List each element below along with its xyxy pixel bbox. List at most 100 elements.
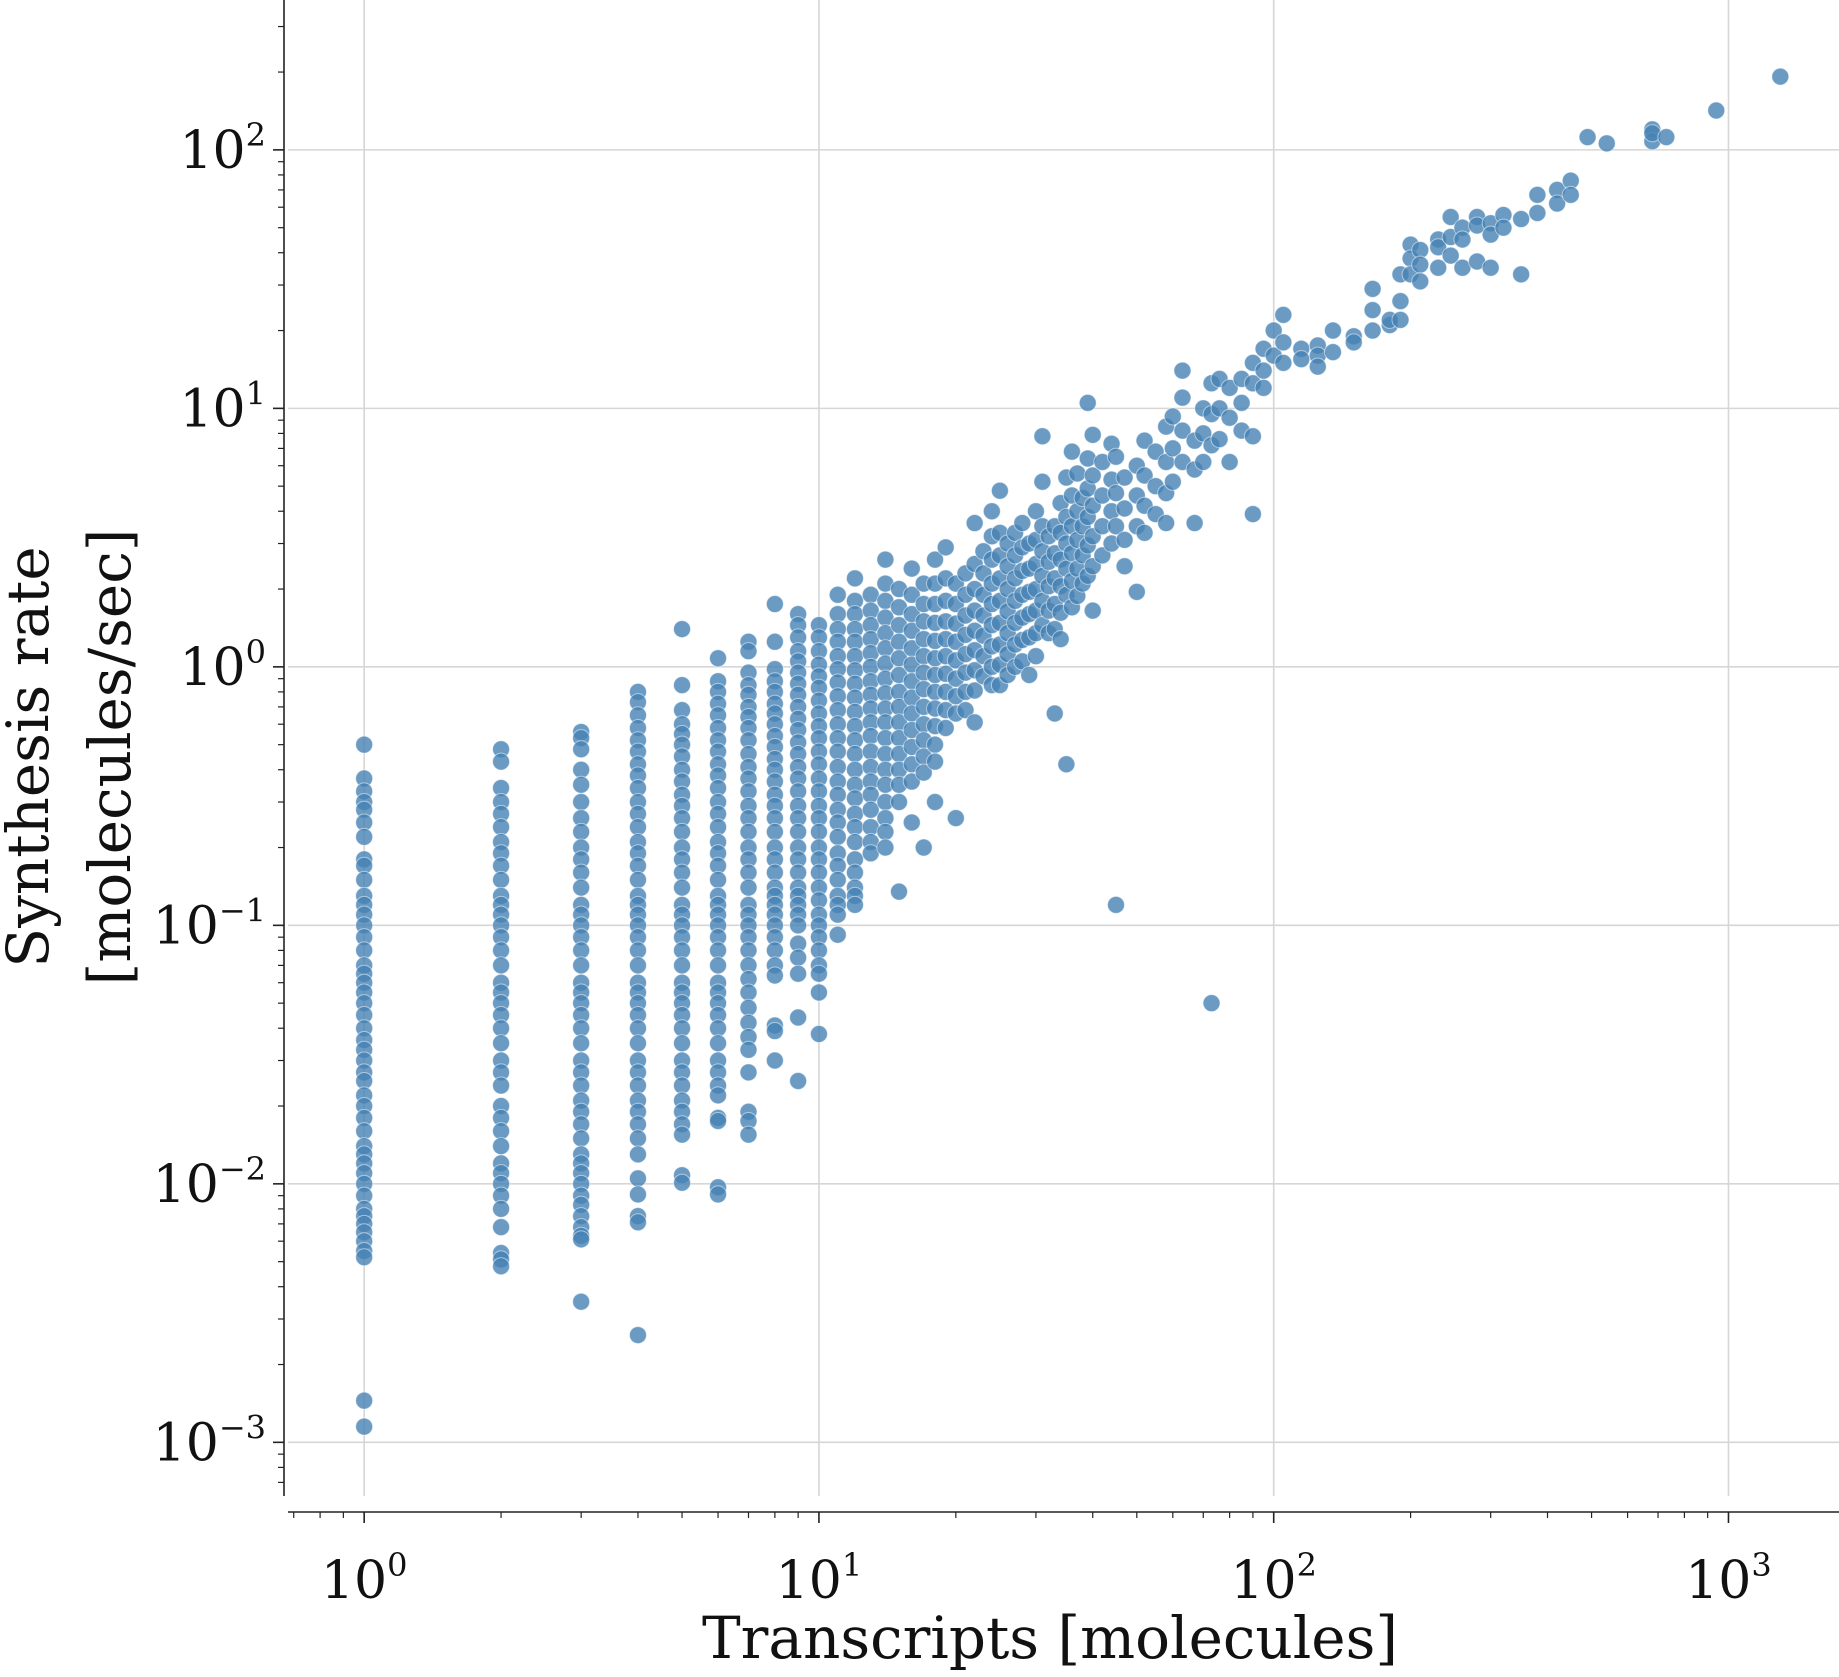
data-point bbox=[766, 967, 783, 984]
y-tick-label: 10−3 bbox=[153, 1408, 266, 1473]
x-tick-label: 103 bbox=[1685, 1546, 1772, 1611]
data-point bbox=[629, 1130, 646, 1147]
data-point bbox=[629, 1186, 646, 1203]
data-point bbox=[1562, 186, 1579, 203]
data-point bbox=[1107, 448, 1124, 465]
data-point bbox=[790, 917, 807, 934]
data-point bbox=[1136, 524, 1153, 541]
data-point bbox=[1174, 362, 1191, 379]
data-point bbox=[674, 823, 691, 840]
data-point bbox=[740, 999, 757, 1016]
data-point bbox=[1529, 186, 1546, 203]
data-point bbox=[1052, 631, 1069, 648]
data-point bbox=[573, 1231, 590, 1248]
data-point bbox=[903, 560, 920, 577]
data-point bbox=[846, 834, 863, 851]
data-point bbox=[573, 1020, 590, 1037]
data-point bbox=[1275, 306, 1292, 323]
data-point bbox=[846, 864, 863, 881]
data-point bbox=[710, 942, 727, 959]
data-point bbox=[1772, 68, 1789, 85]
y-tick-label: 101 bbox=[179, 374, 266, 439]
data-point bbox=[1186, 515, 1203, 532]
data-point bbox=[710, 1087, 727, 1104]
data-point bbox=[356, 828, 373, 845]
data-point bbox=[493, 1077, 510, 1094]
data-point bbox=[1255, 362, 1272, 379]
data-point bbox=[1392, 311, 1409, 328]
data-points bbox=[356, 68, 1789, 1435]
data-point bbox=[810, 984, 827, 1001]
data-point bbox=[1034, 473, 1051, 490]
data-point bbox=[846, 819, 863, 836]
data-point bbox=[1495, 219, 1512, 236]
data-point bbox=[966, 714, 983, 731]
data-point bbox=[674, 677, 691, 694]
data-point bbox=[674, 1020, 691, 1037]
data-point bbox=[1529, 204, 1546, 221]
data-point bbox=[629, 1170, 646, 1187]
data-point bbox=[1069, 465, 1086, 482]
data-point bbox=[629, 1146, 646, 1163]
data-point bbox=[710, 1186, 727, 1203]
data-point bbox=[1412, 256, 1429, 273]
data-point bbox=[629, 957, 646, 974]
data-point bbox=[1244, 506, 1261, 523]
data-point bbox=[1027, 503, 1044, 520]
data-point bbox=[1128, 583, 1145, 600]
grid bbox=[288, 0, 1839, 1496]
data-point bbox=[927, 794, 944, 811]
data-point bbox=[790, 1072, 807, 1089]
data-point bbox=[766, 633, 783, 650]
data-point bbox=[710, 1035, 727, 1052]
data-point bbox=[927, 753, 944, 770]
data-point bbox=[1293, 351, 1310, 368]
x-tick-label: 100 bbox=[321, 1546, 408, 1611]
data-point bbox=[740, 984, 757, 1001]
data-point bbox=[356, 1392, 373, 1409]
data-point bbox=[356, 942, 373, 959]
data-point bbox=[937, 720, 954, 737]
data-point bbox=[493, 871, 510, 888]
data-point bbox=[1203, 995, 1220, 1012]
x-tick-label: 101 bbox=[776, 1546, 863, 1611]
data-point bbox=[493, 1200, 510, 1217]
data-point bbox=[790, 965, 807, 982]
data-point bbox=[674, 942, 691, 959]
data-point bbox=[1211, 431, 1228, 448]
data-point bbox=[1116, 558, 1133, 575]
data-point bbox=[1164, 473, 1181, 490]
data-point bbox=[1174, 389, 1191, 406]
data-point bbox=[710, 1020, 727, 1037]
data-point bbox=[1579, 129, 1596, 146]
data-point bbox=[629, 942, 646, 959]
data-point bbox=[493, 1035, 510, 1052]
data-point bbox=[1324, 322, 1341, 339]
data-point bbox=[629, 1035, 646, 1052]
data-point bbox=[790, 864, 807, 881]
data-point bbox=[573, 864, 590, 881]
data-point bbox=[862, 743, 879, 760]
data-point bbox=[766, 596, 783, 613]
data-point bbox=[1116, 531, 1133, 548]
data-point bbox=[903, 814, 920, 831]
data-point bbox=[846, 570, 863, 587]
data-point bbox=[1454, 231, 1471, 248]
data-point bbox=[629, 1020, 646, 1037]
x-axis-title: Transcripts [molecules] bbox=[702, 1604, 1398, 1672]
data-point bbox=[877, 839, 894, 856]
data-point bbox=[674, 879, 691, 896]
y-tick-label: 102 bbox=[179, 116, 266, 181]
data-point bbox=[1598, 135, 1615, 152]
data-point bbox=[766, 1052, 783, 1069]
data-point bbox=[573, 823, 590, 840]
data-point bbox=[740, 942, 757, 959]
data-point bbox=[766, 864, 783, 881]
data-point bbox=[710, 957, 727, 974]
data-point bbox=[740, 643, 757, 660]
data-point bbox=[966, 515, 983, 532]
data-point bbox=[629, 1327, 646, 1344]
data-point bbox=[740, 1041, 757, 1058]
data-point bbox=[1058, 756, 1075, 773]
